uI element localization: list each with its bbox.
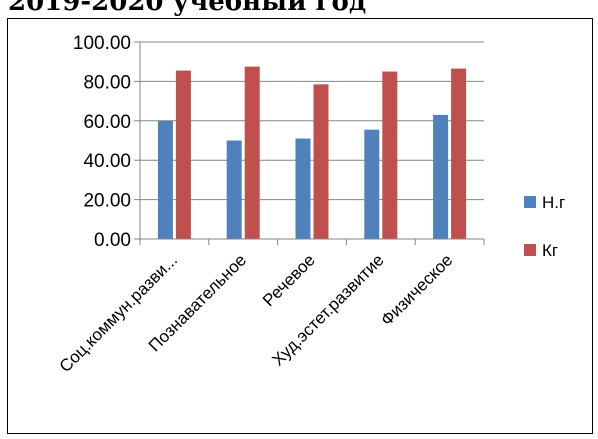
gridlines [140,41,484,201]
bar-ng [295,138,311,239]
chart-frame [7,18,593,434]
bar-kg [313,84,329,239]
y-tick-label: 40.00 [83,151,131,172]
category-labels: Соц.коммун.разви...Познавательное Речевое… [56,250,457,376]
y-tick-label: 100.00 [73,33,131,54]
bar-ng [433,114,449,239]
page-heading: 2019-2020 учебный год [8,0,367,17]
category-label: Речевое [259,250,319,310]
bar-ng [364,129,380,239]
y-tick-label: 0.00 [94,230,131,251]
y-tick-labels: 0.00 20.00 40.00 60.00 80.00 100.00 [73,33,131,251]
y-tick-label: 20.00 [83,191,131,212]
bar-kg [382,71,398,239]
legend-swatch [524,196,536,208]
legend-label: Кг [542,241,558,260]
category-label: Физическое [377,250,456,329]
bar-kg [451,68,467,239]
axes [134,41,485,245]
legend-label: Н.г [542,193,565,212]
bars [157,66,467,239]
category-label: Соц.коммун.разви... [56,250,182,376]
y-tick-label: 60.00 [83,112,131,133]
legend-swatch [524,244,536,256]
bar-kg [175,70,191,239]
bar-ng [157,120,173,239]
legend: Н.г Кг [524,193,565,260]
bar-ng [226,140,242,239]
y-tick-label: 80.00 [83,72,131,93]
bar-kg [244,66,260,239]
